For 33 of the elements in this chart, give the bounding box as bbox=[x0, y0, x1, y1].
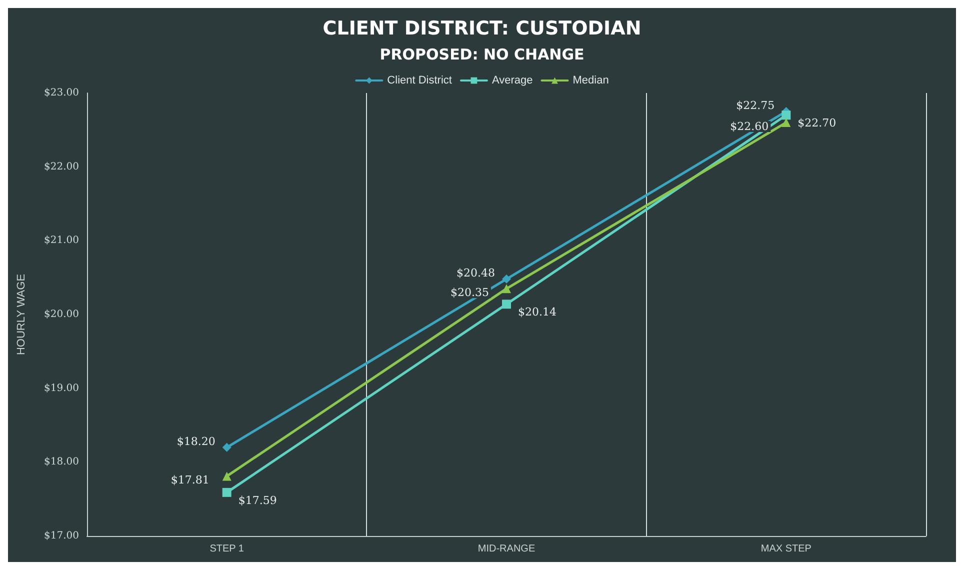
x-tick-label: MID-RANGE bbox=[478, 544, 536, 554]
data-label: $20.35 bbox=[450, 286, 489, 300]
x-tick-label: STEP 1 bbox=[210, 544, 244, 554]
chart-subtitle: PROPOSED: NO CHANGE bbox=[380, 46, 584, 64]
y-tick-label: $21.00 bbox=[44, 235, 79, 246]
point bbox=[502, 284, 511, 294]
point bbox=[782, 110, 791, 120]
point bbox=[222, 442, 232, 452]
y-tick-label: $19.00 bbox=[44, 382, 79, 394]
point bbox=[222, 488, 232, 497]
y-tick-label: $20.00 bbox=[44, 309, 79, 320]
data-label: $17.59 bbox=[238, 494, 277, 507]
y-tick-label: $18.00 bbox=[44, 456, 79, 468]
legend-label: Median bbox=[572, 74, 609, 86]
data-label: $22.60 bbox=[730, 120, 769, 134]
point bbox=[502, 300, 511, 309]
point bbox=[222, 472, 232, 481]
y-tick-label: $23.00 bbox=[44, 88, 79, 98]
chart-title: CLIENT DISTRICT: CUSTODIAN bbox=[322, 18, 642, 40]
data-label: $17.81 bbox=[170, 474, 210, 487]
point bbox=[502, 274, 511, 284]
y-tick-label: $22.00 bbox=[44, 161, 79, 172]
data-label: $18.20 bbox=[176, 434, 216, 448]
legend-label: Client District bbox=[387, 74, 452, 86]
data-label: $20.48 bbox=[456, 266, 495, 280]
y-tick-label: $17.00 bbox=[44, 530, 79, 542]
y-axis-title: HOURLY WAGE bbox=[16, 274, 28, 356]
data-label: $22.75 bbox=[736, 98, 775, 112]
x-tick-label: MAX STEP bbox=[760, 544, 812, 554]
point bbox=[782, 118, 791, 128]
data-label: $22.70 bbox=[798, 116, 836, 130]
legend-label: Average bbox=[492, 74, 533, 86]
data-label: $20.14 bbox=[518, 306, 556, 319]
